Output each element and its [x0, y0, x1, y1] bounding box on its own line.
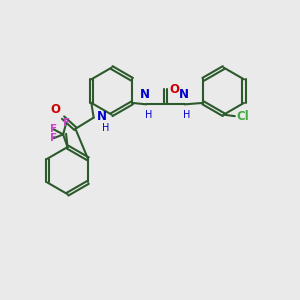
Text: F: F [50, 124, 57, 134]
Text: Cl: Cl [236, 110, 249, 123]
Text: N: N [97, 110, 107, 123]
Text: O: O [51, 103, 61, 116]
Text: F: F [50, 133, 57, 143]
Text: N: N [140, 88, 150, 101]
Text: H: H [102, 123, 109, 133]
Text: H: H [183, 110, 190, 120]
Text: N: N [178, 88, 189, 101]
Text: F: F [62, 118, 70, 128]
Text: H: H [145, 110, 152, 120]
Text: O: O [169, 82, 179, 95]
